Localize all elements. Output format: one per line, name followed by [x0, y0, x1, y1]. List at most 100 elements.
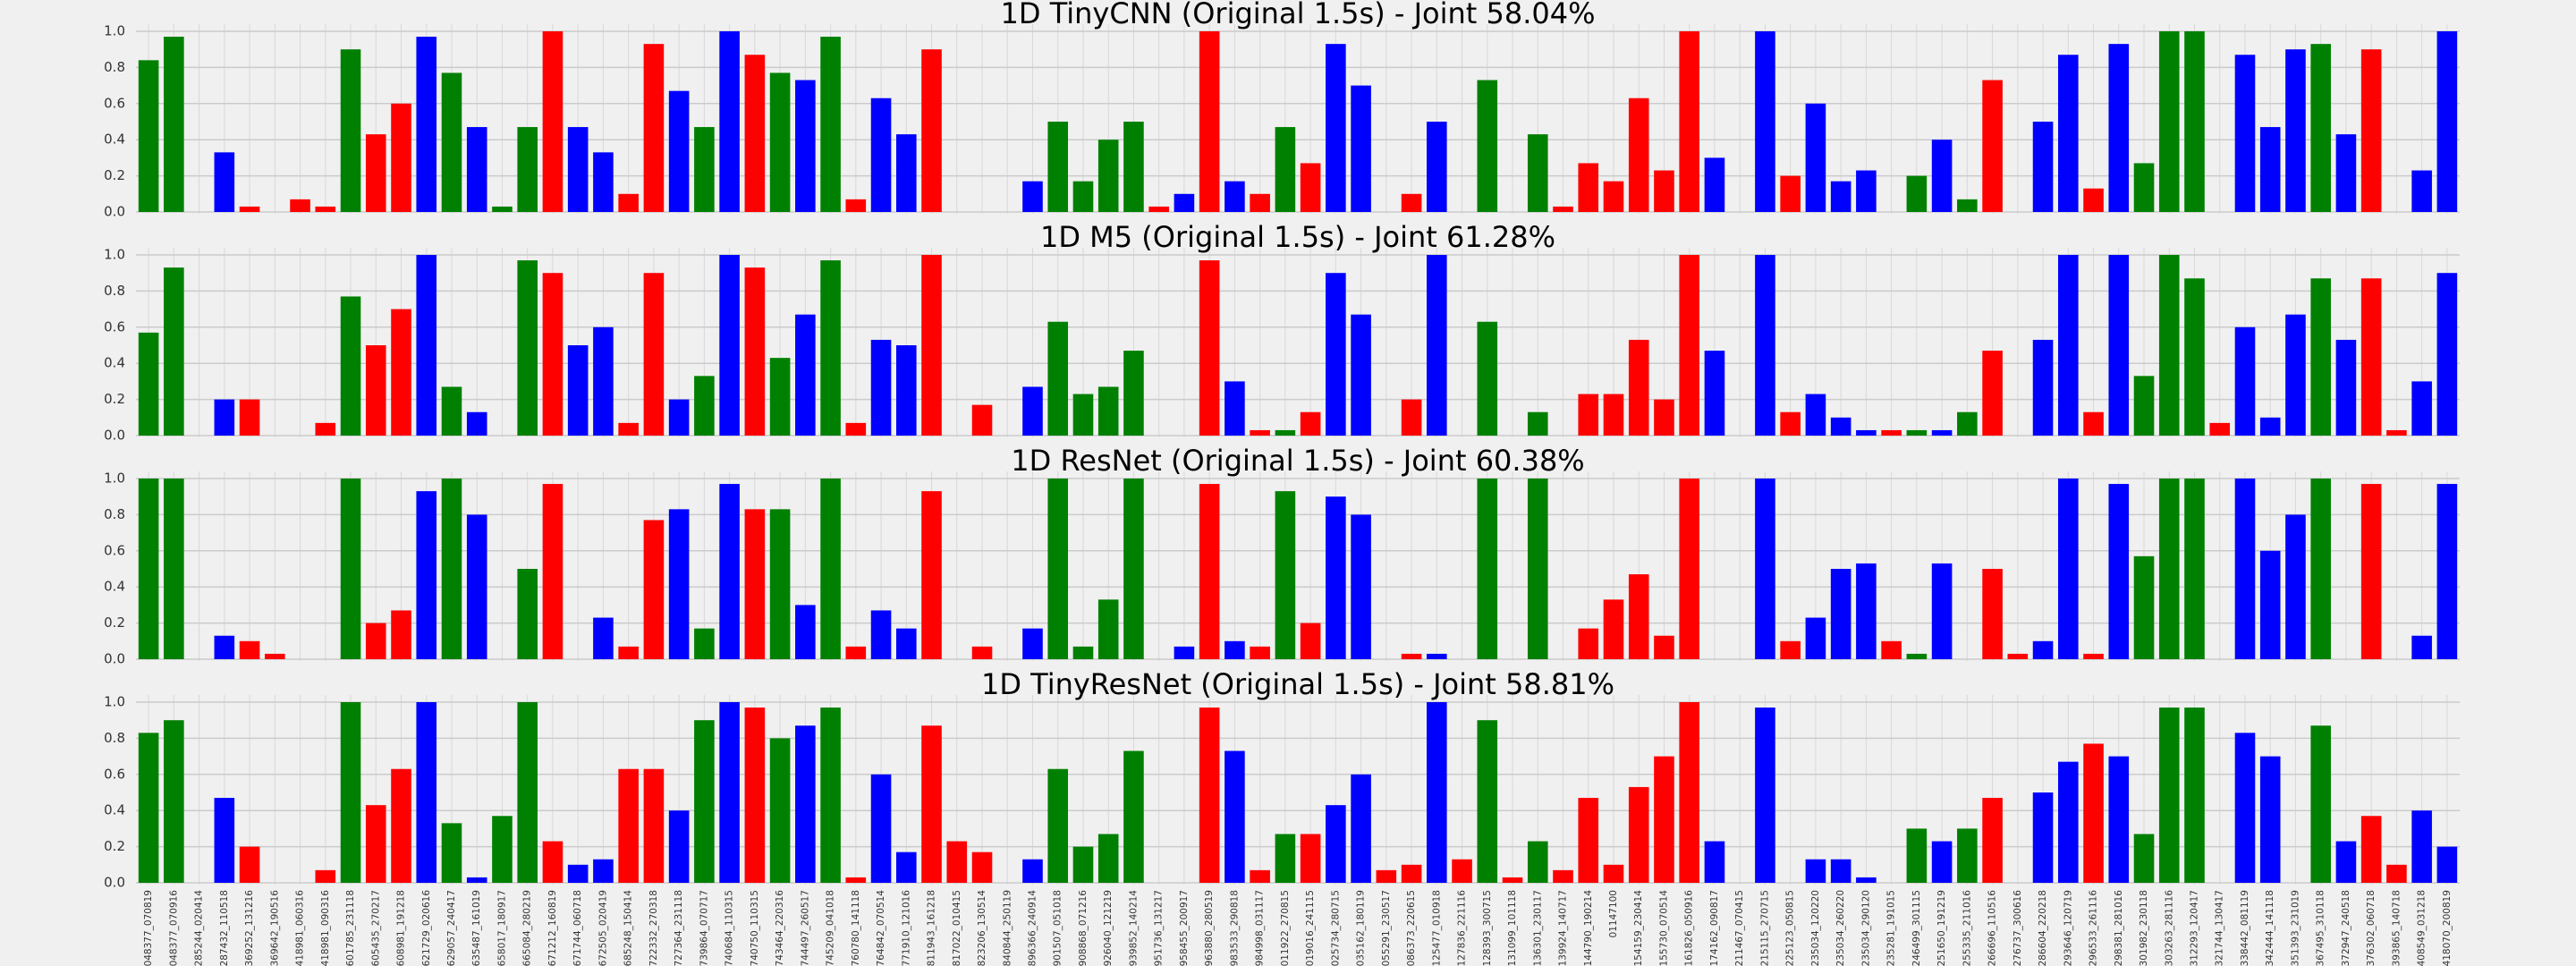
bar: [1603, 599, 1624, 659]
y-tick-label: 0.8: [104, 506, 125, 522]
bar: [820, 260, 841, 436]
bar: [1250, 193, 1270, 212]
x-tick-label: 00984998_031117: [1255, 890, 1266, 966]
x-tick-label: 00671744_060718: [572, 890, 583, 966]
bar: [2386, 864, 2407, 883]
bar: [1401, 653, 1422, 659]
bar: [1755, 708, 1775, 883]
bar: [1881, 640, 1902, 659]
bar: [845, 646, 867, 659]
x-tick-label: 00764842_070514: [876, 890, 886, 966]
bar: [138, 332, 159, 436]
x-tick-label: 01235034_290120: [1860, 890, 1871, 966]
bar: [2133, 555, 2155, 659]
x-tick-label: 00896366_240914: [1027, 890, 1038, 966]
bar: [214, 399, 235, 436]
bar: [1603, 181, 1624, 212]
bar: [921, 725, 942, 883]
bar: [2083, 411, 2104, 436]
bar: [517, 127, 538, 212]
bar: [1628, 97, 1649, 212]
bar: [694, 127, 715, 212]
bar: [845, 422, 867, 436]
bar: [1022, 628, 1043, 659]
bar: [1654, 635, 1674, 659]
bar: [2108, 484, 2130, 659]
y-tick-label: 0.2: [104, 838, 125, 854]
bar: [1376, 869, 1397, 883]
bar: [567, 864, 589, 883]
bar: [1326, 273, 1346, 436]
bar: [2184, 31, 2205, 212]
x-tick-label: 01293646_120719: [2063, 890, 2073, 966]
x-tick-label: 01301982_230118: [2139, 890, 2149, 966]
bar: [2083, 188, 2104, 212]
bar: [2108, 756, 2130, 883]
bar: [2285, 514, 2306, 659]
bar: [795, 605, 816, 659]
x-tick-label: 00983533_290818: [1229, 890, 1240, 966]
bar: [769, 72, 791, 213]
bar: [1275, 127, 1296, 212]
y-tick-label: 0.6: [104, 95, 125, 111]
bar: [1047, 122, 1069, 212]
bar: [1097, 599, 1119, 659]
x-tick-label: 00658017_180917: [496, 890, 507, 966]
bar: [1780, 175, 1801, 212]
bar: [1477, 321, 1498, 436]
bar: [315, 422, 336, 436]
x-tick-label: 01161826_050916: [1684, 890, 1695, 966]
bar: [2411, 810, 2432, 883]
bar: [1931, 841, 1953, 883]
bar: [1553, 206, 1573, 212]
x-tick-label: 01131099_101118: [1507, 890, 1518, 966]
bar: [2360, 49, 2382, 213]
bar: [618, 646, 639, 659]
bar: [1326, 44, 1346, 212]
bar: [694, 628, 715, 659]
bar: [1881, 429, 1902, 436]
bar: [1174, 193, 1195, 212]
x-tick-label: 01298381_281016: [2114, 890, 2124, 966]
x-tick-label: 00287432_110518: [219, 890, 230, 966]
x-tick-label: 00743464_220316: [775, 890, 785, 966]
bar: [1578, 628, 1599, 659]
x-tick-label: 01174162_090817: [1709, 890, 1720, 966]
x-tick-label: 00963880_280519: [1204, 890, 1215, 966]
bar: [820, 479, 841, 659]
x-tick-label: 01025734_280715: [1330, 890, 1341, 966]
x-tick-label: 01128393_300715: [1482, 890, 1493, 966]
bar: [2285, 314, 2306, 436]
bar: [1982, 569, 2003, 659]
x-tick-label: 00665084_280219: [522, 890, 533, 966]
bar: [1856, 170, 1877, 212]
x-tick-label: 00958455_200917: [1179, 890, 1190, 966]
bar: [2360, 816, 2382, 883]
bar: [1578, 798, 1599, 883]
y-tick-label: 1.0: [104, 23, 125, 39]
x-tick-label: 01367495_310118: [2316, 890, 2326, 966]
bar: [971, 852, 993, 883]
bar: [921, 255, 942, 436]
bar: [441, 72, 462, 213]
x-tick-label: 01342444_141118: [2265, 890, 2275, 966]
y-tick-label: 0.0: [104, 651, 125, 667]
bar: [2335, 134, 2357, 212]
bar: [643, 273, 665, 436]
bar: [870, 774, 892, 883]
bar: [466, 877, 487, 883]
bar: [2032, 122, 2054, 212]
bar: [2057, 255, 2079, 436]
y-tick-label: 1.0: [104, 470, 125, 487]
bar: [567, 127, 589, 212]
bar: [1578, 394, 1599, 436]
x-tick-label: 00817022_010415: [952, 890, 962, 966]
bar: [1022, 386, 1043, 436]
x-tick-label: 00685248_150414: [623, 890, 634, 966]
bar: [2057, 761, 2079, 883]
bar: [643, 768, 665, 883]
bar: [1047, 479, 1069, 659]
x-tick-label: 00771910_121016: [901, 890, 911, 966]
bar: [820, 708, 841, 883]
